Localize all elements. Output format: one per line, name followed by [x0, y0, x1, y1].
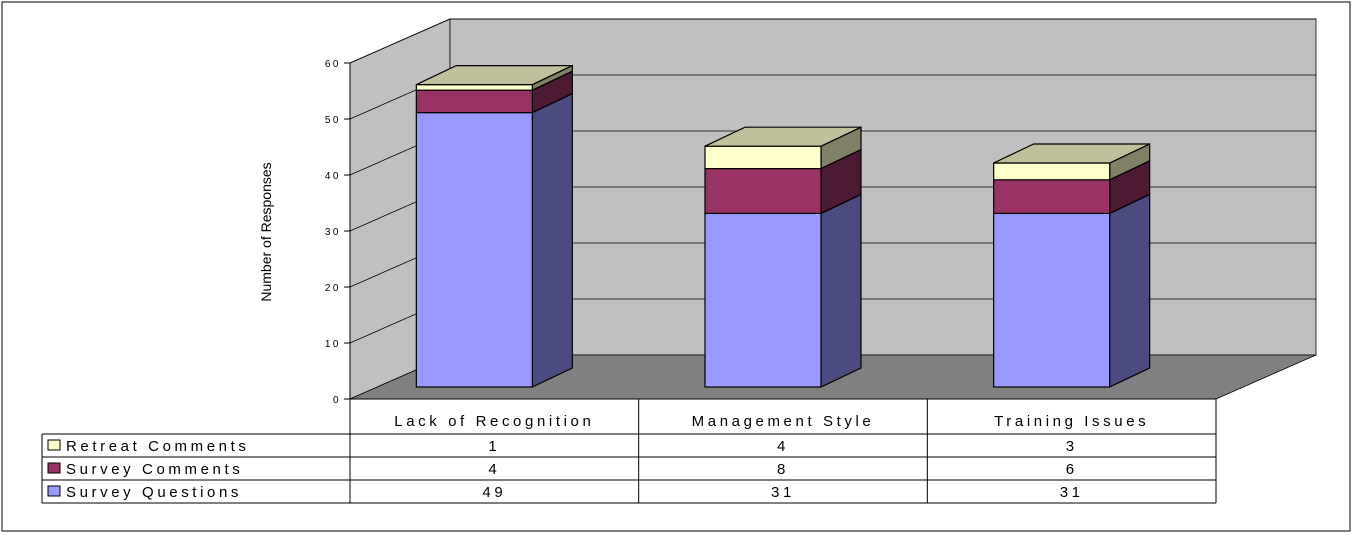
category-label: Management Style	[692, 413, 875, 430]
bar-survey-questions-2	[993, 212, 1111, 388]
table-value: 31	[771, 484, 795, 501]
legend-label: Survey Questions	[66, 484, 242, 501]
table-value: 31	[1060, 484, 1084, 501]
bar-survey-comments-2	[993, 179, 1111, 215]
bar-survey-comments-1	[704, 168, 822, 215]
bar-side-0-2	[1109, 193, 1151, 388]
category-label: Training Issues	[994, 413, 1149, 430]
table-value: 4	[488, 461, 500, 478]
bar-top-1	[704, 126, 862, 147]
y-tick-label: 40	[325, 171, 341, 182]
gridline-side	[349, 18, 451, 64]
bar-side-0-1	[820, 193, 862, 388]
bar-top-2	[993, 143, 1150, 164]
table-value: 49	[482, 484, 506, 501]
bar-survey-questions-1	[704, 212, 822, 388]
table-value: 8	[777, 461, 789, 478]
legend-label: Retreat Comments	[66, 438, 249, 455]
table-value: 1	[488, 438, 500, 455]
legend-swatch	[47, 485, 61, 497]
y-tick-label: 20	[325, 283, 341, 294]
table-value: 6	[1066, 461, 1078, 478]
legend-label: Survey Comments	[66, 461, 243, 478]
y-tick-label: 0	[333, 395, 341, 406]
y-tick-label: 60	[325, 59, 341, 70]
legend-swatch	[47, 462, 61, 474]
legend-swatch	[47, 439, 61, 451]
y-tick-label: 10	[325, 339, 341, 350]
bar-top-0	[416, 64, 573, 86]
bar-retreat-comments-0	[415, 83, 533, 91]
bar-retreat-comments-2	[993, 162, 1111, 181]
y-tick-label: 50	[325, 115, 341, 126]
bar-side-0-0	[531, 92, 573, 388]
table-value: 4	[777, 438, 789, 455]
y-tick-label: 30	[325, 227, 341, 238]
y-axis-label: Number of Responses	[258, 162, 274, 301]
bar-survey-questions-0	[415, 111, 533, 388]
bar-survey-comments-0	[415, 89, 533, 114]
category-label: Lack of Recognition	[394, 413, 594, 430]
bar-retreat-comments-1	[704, 145, 822, 170]
table-value: 3	[1066, 438, 1078, 455]
